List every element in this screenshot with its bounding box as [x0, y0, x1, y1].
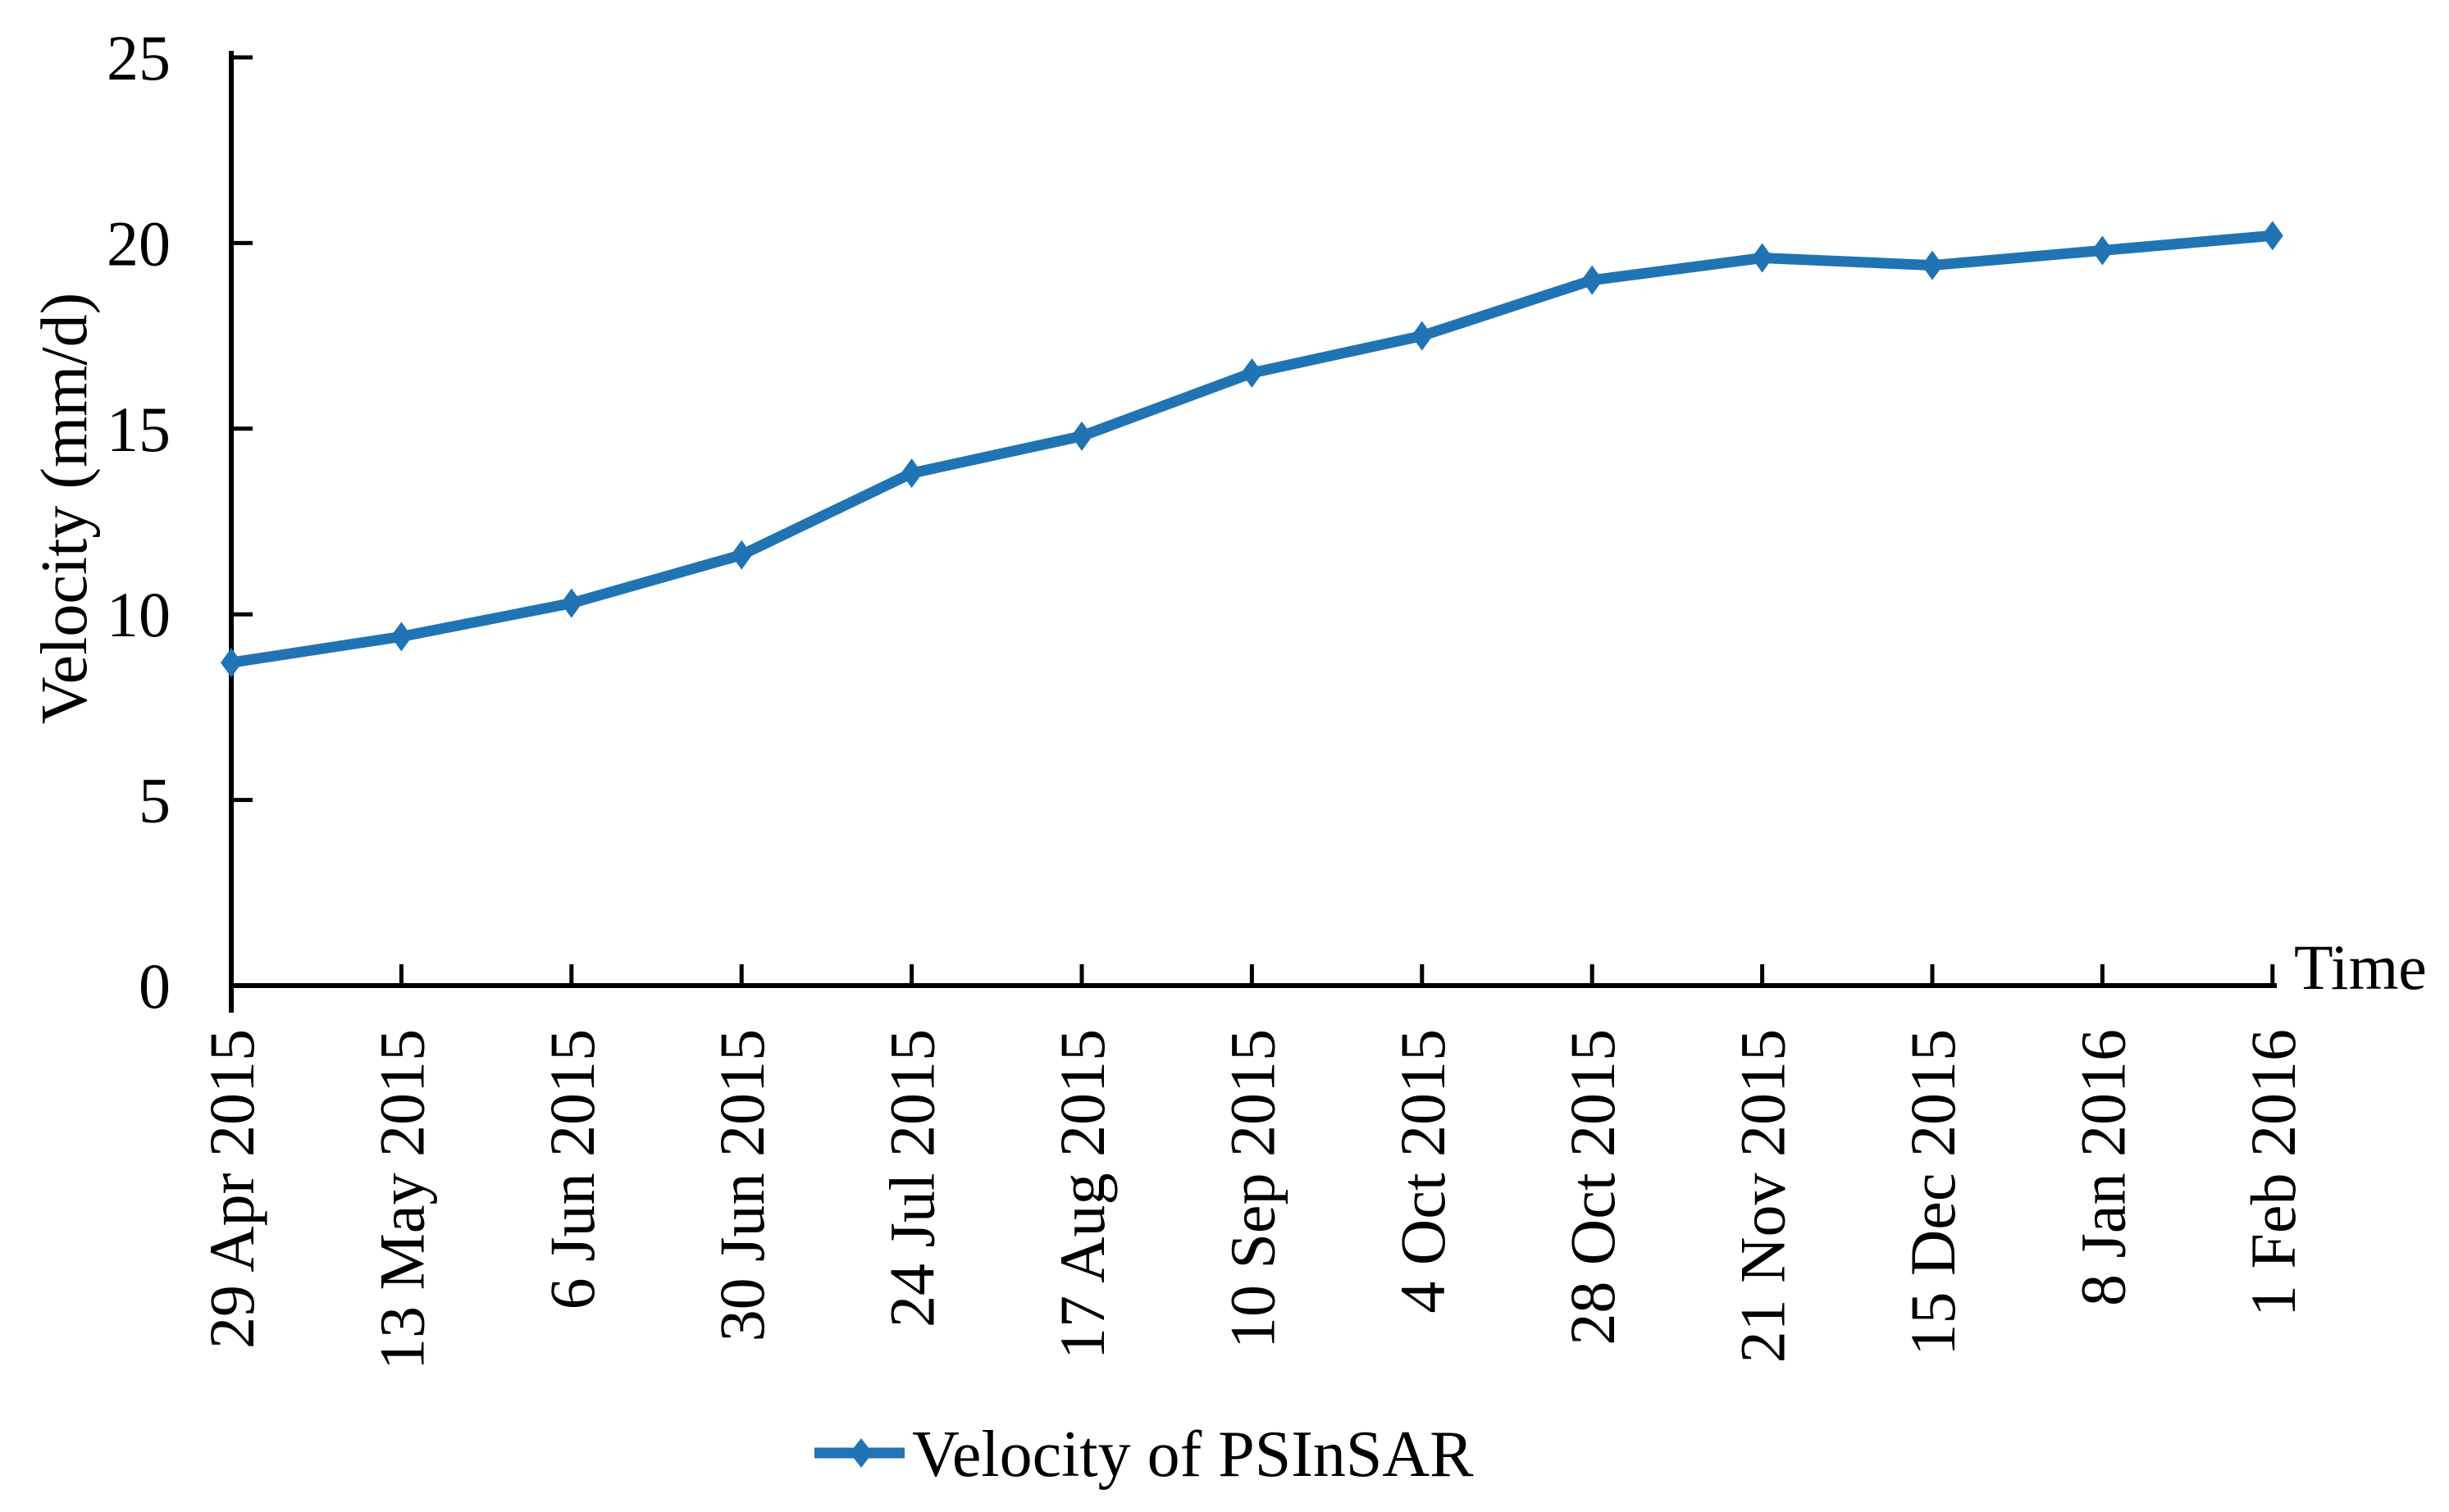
- x-tick-label: 13 May 2015: [366, 1029, 437, 1370]
- legend-label: Velocity of PSInSAR: [912, 1419, 1474, 1491]
- data-point: [560, 588, 582, 618]
- x-tick-label: 15 Dec 2015: [1897, 1029, 1968, 1356]
- data-point: [1411, 321, 1433, 351]
- x-tick-label: 8 Jan 2016: [2067, 1029, 2138, 1306]
- data-point: [731, 540, 753, 570]
- data-point: [1922, 250, 1943, 280]
- x-tick-label: 10 Sep 2015: [1216, 1029, 1288, 1349]
- x-tick-label: 4 Oct 2015: [1387, 1029, 1458, 1314]
- y-tick-label: 10: [107, 579, 171, 650]
- data-point: [1241, 358, 1263, 388]
- data-point: [1751, 243, 1773, 273]
- x-tick-label: 30 Jun 2015: [706, 1029, 778, 1341]
- data-point: [2261, 221, 2283, 251]
- data-point: [2091, 235, 2114, 266]
- legend-marker-diamond-icon: [850, 1438, 873, 1468]
- y-axis-label: Velocity (mm/d): [29, 293, 101, 725]
- x-tick-label: 29 Apr 2015: [196, 1029, 267, 1349]
- y-tick-label: 0: [139, 950, 171, 1022]
- x-tick-label: 28 Oct 2015: [1557, 1029, 1628, 1346]
- data-point: [221, 648, 242, 678]
- x-tick-label: 21 Nov 2015: [1727, 1029, 1799, 1363]
- x-tick-label: 17 Aug 2015: [1047, 1029, 1118, 1359]
- data-point: [1071, 421, 1092, 451]
- x-tick-label: 1 Feb 2016: [2237, 1029, 2309, 1317]
- x-tick-label: 6 Jun 2015: [536, 1029, 608, 1309]
- y-tick-label: 5: [139, 765, 171, 836]
- data-point: [901, 458, 923, 489]
- data-point: [1581, 265, 1603, 295]
- x-axis-label: Time: [2294, 931, 2427, 1003]
- y-tick-label: 15: [107, 394, 171, 465]
- x-tick-label: 24 Jul 2015: [877, 1029, 948, 1328]
- y-tick-label: 25: [107, 22, 171, 93]
- data-point: [390, 622, 413, 652]
- data-series-line: [226, 230, 2278, 668]
- legend: Velocity of PSInSAR: [814, 1419, 1474, 1491]
- y-tick-label: 20: [107, 207, 171, 279]
